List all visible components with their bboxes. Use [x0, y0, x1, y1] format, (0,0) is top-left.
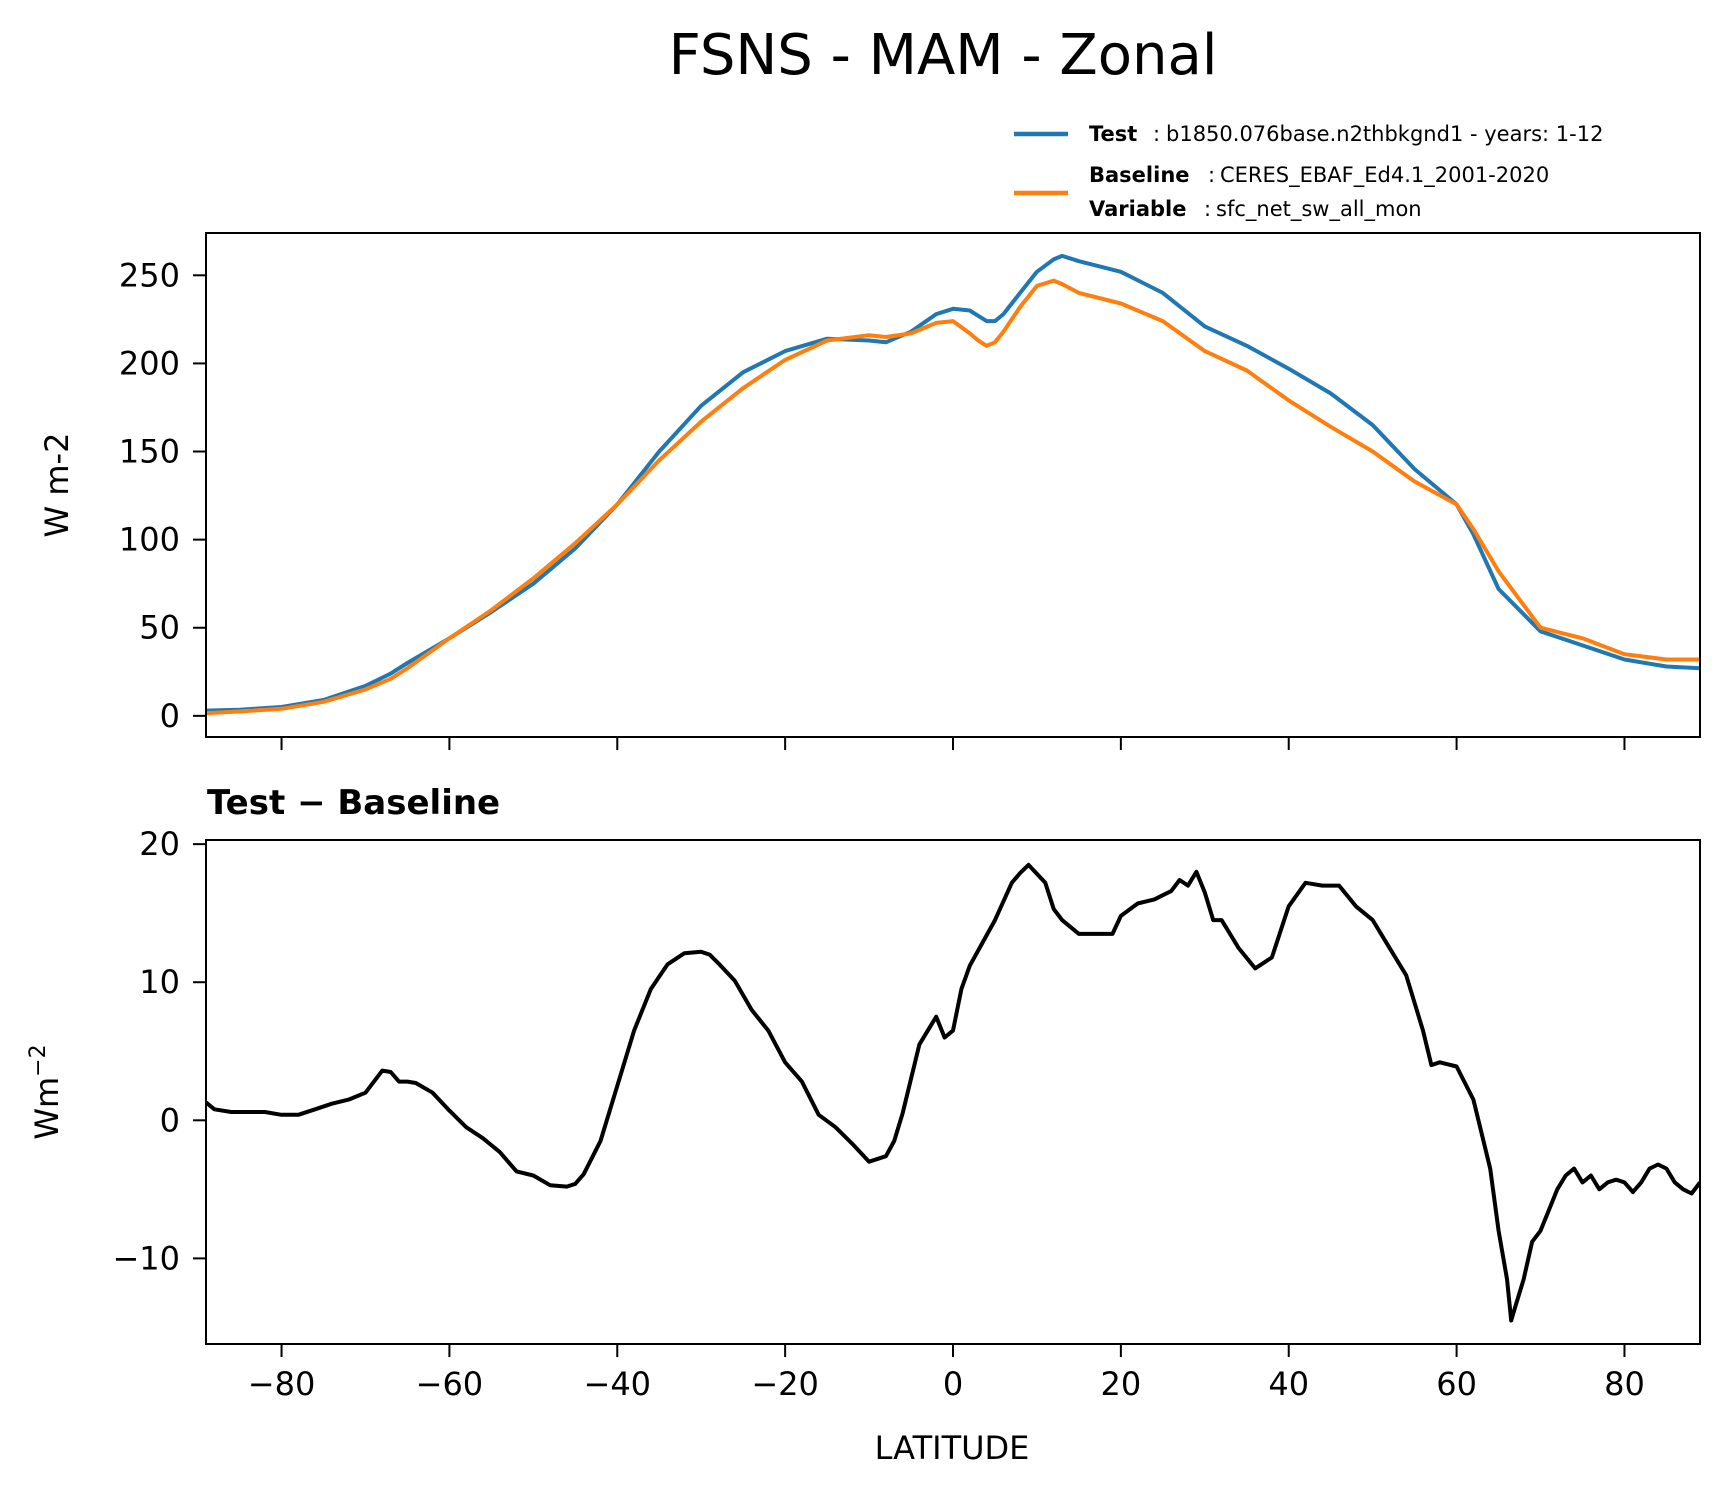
- legend-test-key: Test: [1089, 122, 1137, 146]
- bottom-y-axis-exponent: −2: [26, 1044, 51, 1076]
- x-tick-label: −60: [416, 1365, 484, 1403]
- bottom-y-tick-label: −10: [112, 1239, 180, 1277]
- x-axis-label: LATITUDE: [875, 1429, 1030, 1467]
- legend-baseline-sep: :: [1208, 163, 1215, 187]
- top-y-tick-label: 50: [139, 609, 180, 647]
- x-tick-label: 20: [1101, 1365, 1142, 1403]
- top-y-tick-label: 100: [119, 521, 180, 559]
- x-tick-label: 80: [1604, 1365, 1645, 1403]
- legend-variable-sep: :: [1204, 197, 1211, 221]
- legend-test-value: b1850.076base.n2thbkgnd1 - years: 1-12: [1166, 122, 1603, 146]
- top-y-tick-label: 250: [119, 256, 180, 294]
- legend-baseline-key: Baseline: [1089, 163, 1190, 187]
- bottom-panel: Test − Baseline −80 −60 −40 −20 0 20 40 60 80−10…: [26, 783, 1701, 1467]
- top-panel: 0 50 100 150 200 250 W m-2: [38, 232, 1701, 750]
- x-tick-label: −40: [584, 1365, 652, 1403]
- top-y-tick-label: 200: [119, 344, 180, 382]
- bottom-y-tick-label: 20: [139, 825, 180, 863]
- legend-variable-value: sfc_net_sw_all_mon: [1216, 197, 1422, 222]
- top-y-axis-label: W m-2: [38, 433, 76, 538]
- bottom-y-axis-label: Wm−2: [26, 1044, 66, 1139]
- bottom-y-tick-label: 0: [160, 1101, 180, 1139]
- x-tick-label: −20: [751, 1365, 819, 1403]
- chart-title: FSNS - MAM - Zonal: [669, 23, 1218, 88]
- bottom-y-tick-label: 10: [139, 963, 180, 1001]
- x-tick-label: 0: [943, 1365, 963, 1403]
- bottom-series-line-test-baseline: [206, 862, 1700, 1323]
- top-y-tick-label: 0: [160, 697, 180, 735]
- x-tick-label: 40: [1268, 1365, 1309, 1403]
- x-tick-label: −80: [248, 1365, 316, 1403]
- x-tick-label: 60: [1436, 1365, 1477, 1403]
- legend-variable-key: Variable: [1089, 197, 1186, 221]
- legend-test-sep: :: [1153, 122, 1160, 146]
- legend-baseline-value: CERES_EBAF_Ed4.1_2001-2020: [1220, 163, 1549, 188]
- legend: Test : b1850.076base.n2thbkgnd1 - years:…: [1014, 122, 1603, 222]
- top-series-line-test: [206, 253, 1700, 713]
- bottom-panel-title: Test − Baseline: [207, 783, 500, 823]
- top-y-tick-label: 150: [119, 433, 180, 471]
- top-series-line-baseline: [206, 278, 1700, 716]
